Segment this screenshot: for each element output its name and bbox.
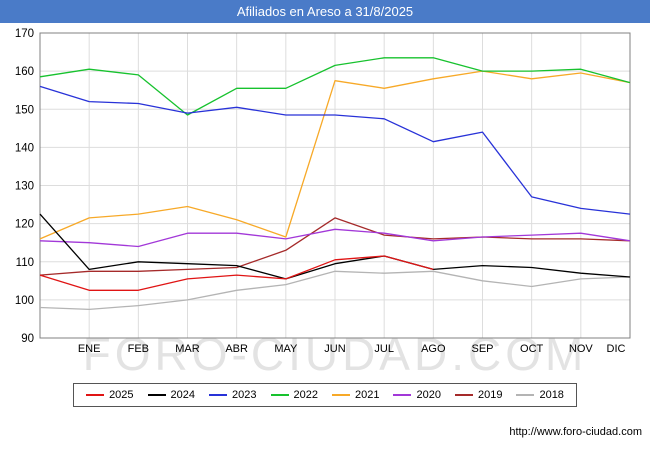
affiliates-line-chart: 90 100 110 120 130 140 150 160 170 FORO-CIUDAD.CO…: [15, 28, 631, 380]
legend-label: 2023: [232, 389, 257, 401]
series-line-2025: [39, 255, 434, 291]
series-line-2018: [39, 270, 631, 311]
legend-item-2019: 2019: [454, 389, 503, 401]
legend-label: 2021: [355, 389, 380, 401]
x-axis-tick-label: ENE: [78, 343, 101, 355]
footer-url-link[interactable]: http://www.foro-ciudad.com: [509, 426, 642, 438]
y-axis-tick-label: 170: [15, 28, 34, 40]
watermark: FORO-CIUDAD.COM: [83, 328, 588, 379]
series-line-2019: [39, 217, 631, 276]
legend-swatch-2022: [270, 394, 289, 396]
x-axis-tick-label: MAY: [274, 343, 298, 355]
series-line-2022: [39, 57, 631, 116]
title-bar: Afiliados en Areso a 31/8/2025: [0, 0, 650, 23]
x-axis-tick-label: JUN: [324, 343, 345, 355]
series-line-2021: [39, 70, 631, 240]
y-axis-tick-label: 120: [15, 219, 34, 231]
x-axis-tick-label: NOV: [569, 343, 594, 355]
legend-swatch-2023: [209, 394, 228, 396]
legend-label: 2022: [293, 389, 318, 401]
legend-label: 2024: [170, 389, 196, 401]
y-axis-tick-label: 160: [15, 66, 34, 78]
series-line-2023: [39, 85, 631, 215]
legend-swatch-2019: [454, 394, 473, 396]
legend-item-2020: 2020: [393, 389, 441, 401]
legend-item-2022: 2022: [270, 389, 318, 401]
y-axis-tick-label: 90: [21, 333, 34, 345]
chart-area: 90 100 110 120 130 140 150 160 170 FORO-CIUDAD.CO…: [0, 23, 650, 380]
y-axis-tick-label: 130: [15, 181, 34, 193]
y-axis-tick-label: 150: [15, 104, 34, 116]
legend-swatch-2024: [147, 394, 166, 396]
x-axis-tick-label: AGO: [421, 343, 446, 355]
legend-label: 2025: [109, 389, 134, 401]
chart-legend: 2025 2024 2023 2022 2021 2020 2019 2018: [73, 383, 577, 407]
x-axis-tick-label: MAR: [175, 343, 200, 355]
y-axis-tick-label: 110: [16, 257, 34, 269]
x-axis-tick-label: ABR: [225, 343, 248, 355]
x-axis-tick-label: DIC: [607, 343, 626, 355]
x-axis-tick-label: JUL: [374, 343, 394, 355]
legend-label: 2019: [477, 389, 503, 401]
legend-swatch-2020: [393, 394, 412, 396]
legend-swatch-2025: [86, 394, 105, 396]
y-axis-tick-label: 140: [15, 142, 34, 154]
legend-label: 2020: [416, 389, 441, 401]
page-title: Afiliados en Areso a 31/8/2025: [236, 4, 414, 19]
y-axis-tick-label: 100: [15, 295, 34, 307]
legend-item-2023: 2023: [209, 389, 257, 401]
legend-item-2021: 2021: [332, 389, 379, 401]
legend-item-2025: 2025: [86, 389, 134, 401]
x-axis-tick-label: OCT: [520, 343, 544, 355]
legend-label: 2018: [539, 389, 564, 401]
legend-swatch-2018: [516, 394, 535, 396]
legend-item-2018: 2018: [516, 389, 564, 401]
series-line-2020: [39, 228, 631, 248]
legend-swatch-2021: [332, 394, 350, 396]
x-axis-tick-label: SEP: [471, 343, 493, 355]
legend-item-2024: 2024: [147, 389, 196, 401]
x-axis-tick-label: FEB: [128, 343, 149, 355]
series-line-2024: [39, 213, 631, 280]
